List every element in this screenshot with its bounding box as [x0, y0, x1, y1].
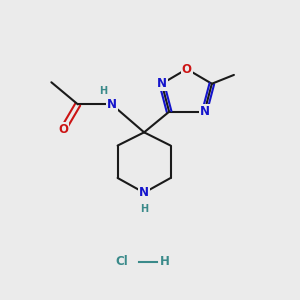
Text: N: N [200, 105, 209, 118]
Text: O: O [58, 123, 68, 136]
Text: N: N [107, 98, 117, 111]
Text: H: H [99, 86, 107, 96]
Text: O: O [182, 62, 192, 76]
Text: H: H [140, 204, 148, 214]
Text: H: H [160, 255, 170, 268]
Text: N: N [157, 77, 167, 90]
Text: N: N [139, 186, 149, 199]
Text: Cl: Cl [116, 255, 128, 268]
